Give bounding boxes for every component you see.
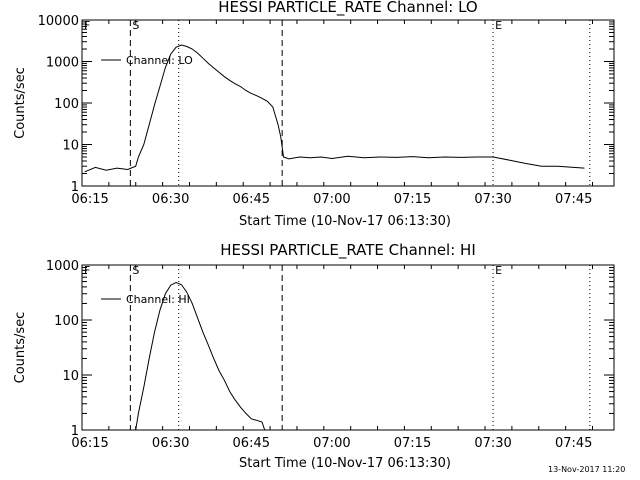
x-tick-label: 06:15 — [71, 192, 108, 207]
y-tick-label: 1 — [71, 424, 79, 439]
series-line — [84, 44, 585, 173]
x-tick-label: 06:15 — [71, 436, 108, 451]
plot-timestamp: 13-Nov-2017 11:20 — [548, 465, 626, 474]
y-tick-label: 10 — [62, 369, 79, 384]
plot-frame — [81, 264, 615, 431]
chart-panel-2: HESSI PARTICLE_RATE Channel: HI 06:15 06:3… — [13, 241, 615, 471]
legend-label: Channel: HI — [126, 293, 190, 306]
x-tick-label: 07:45 — [555, 436, 592, 451]
x-axis-label: Start Time (10-Nov-17 06:13:30) — [239, 214, 451, 229]
x-tick-label: 06:30 — [152, 436, 189, 451]
series-line — [135, 281, 266, 431]
x-tick-label: 07:00 — [313, 436, 350, 451]
time-marker-label: E — [495, 19, 502, 32]
x-tick-label: 07:45 — [555, 192, 592, 207]
x-tick-label: 07:30 — [474, 436, 511, 451]
y-tick-label: 1 — [71, 180, 79, 195]
chart-panel-1: HESSI PARTICLE_RATE Channel: LO 06:15 06:3… — [13, 0, 615, 229]
x-tick-label: 07:30 — [474, 192, 511, 207]
x-tick-label: 07:15 — [394, 192, 431, 207]
x-axis-label: Start Time (10-Nov-17 06:13:30) — [239, 456, 451, 471]
y-tick-label: 100 — [54, 314, 79, 329]
x-tick-label: 06:45 — [233, 436, 270, 451]
chart-title: HESSI PARTICLE_RATE Channel: LO — [218, 0, 477, 17]
time-marker-label: E — [495, 264, 502, 277]
y-axis-label: Counts/sec — [13, 312, 28, 384]
y-tick-label: 10 — [62, 139, 79, 154]
x-tick-label: 06:30 — [152, 192, 189, 207]
legend-label: Channel: LO — [126, 54, 193, 67]
x-tick-label: 07:00 — [313, 192, 350, 207]
time-marker-label: S — [132, 19, 139, 32]
y-tick-label: 10000 — [38, 14, 79, 29]
y-axis-label: Counts/sec — [13, 67, 28, 139]
chart-title: HESSI PARTICLE_RATE Channel: HI — [220, 241, 476, 260]
time-marker-label: F — [84, 19, 90, 32]
time-marker-label: S — [132, 264, 139, 277]
y-tick-label: 1000 — [46, 259, 79, 274]
x-tick-label: 07:15 — [394, 436, 431, 451]
plot-frame — [81, 19, 615, 187]
y-tick-label: 1000 — [46, 56, 79, 71]
time-marker-label: F — [84, 264, 90, 277]
y-tick-label: 100 — [54, 97, 79, 112]
x-tick-label: 06:45 — [233, 192, 270, 207]
